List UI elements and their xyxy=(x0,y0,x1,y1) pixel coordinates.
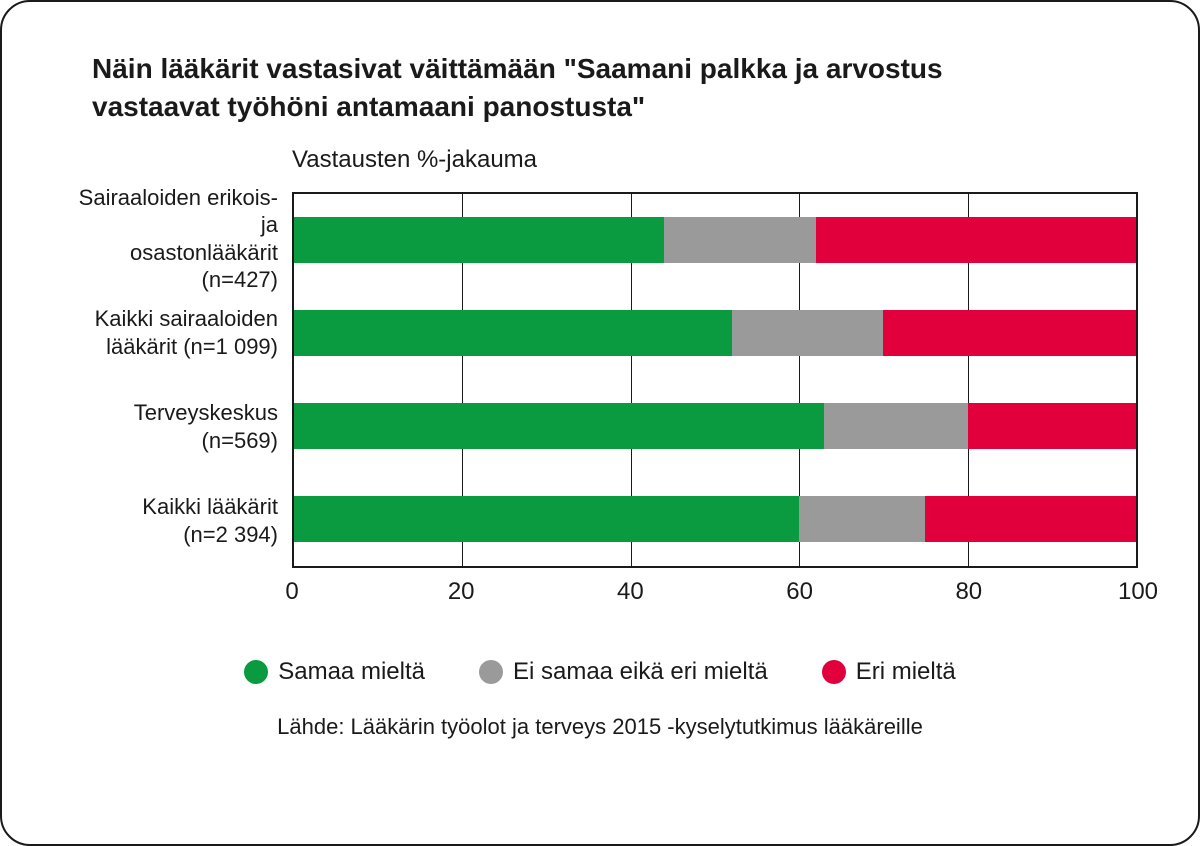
legend-label: Eri mieltä xyxy=(856,658,956,686)
source-citation: Lähde: Lääkärin työolot ja terveys 2015 … xyxy=(62,714,1138,740)
stacked-bar xyxy=(294,403,1136,449)
y-axis-labels: Sairaaloiden erikois- ja osastonlääkärit… xyxy=(62,192,292,568)
bar-segment-disagree xyxy=(816,217,1136,263)
bar-segment-disagree xyxy=(883,310,1136,356)
category-label: Sairaaloiden erikois- ja osastonlääkärit… xyxy=(62,192,292,286)
plot xyxy=(292,192,1138,568)
legend: Samaa mieltä Ei samaa eikä eri mieltä Er… xyxy=(62,658,1138,686)
bar-segment-agree xyxy=(294,496,799,542)
category-label-line: (n=569) xyxy=(202,427,278,455)
category-label: Kaikki lääkärit (n=2 394) xyxy=(62,474,292,568)
x-tick-label: 60 xyxy=(786,578,813,606)
bar-segment-disagree xyxy=(968,403,1136,449)
x-tick-label: 0 xyxy=(285,578,298,606)
legend-swatch-icon xyxy=(479,660,503,684)
bar-segment-agree xyxy=(294,217,664,263)
category-label: Terveyskeskus (n=569) xyxy=(62,380,292,474)
bar-segment-neutral xyxy=(732,310,884,356)
bar-segment-agree xyxy=(294,403,824,449)
category-label-line: Sairaaloiden erikois- ja xyxy=(62,184,278,239)
legend-item-disagree: Eri mieltä xyxy=(822,658,956,686)
x-axis: 0 20 40 60 80 100 xyxy=(292,578,1138,618)
category-label-line: lääkärit (n=1 099) xyxy=(106,333,278,361)
stacked-bar xyxy=(294,310,1136,356)
chart-frame: Näin lääkärit vastasivat väittämään "Saa… xyxy=(0,0,1200,846)
chart-subtitle: Vastausten %-jakauma xyxy=(292,146,1138,174)
bar-row xyxy=(294,380,1136,473)
category-label: Kaikki sairaaloiden lääkärit (n=1 099) xyxy=(62,286,292,380)
plot-area: Sairaaloiden erikois- ja osastonlääkärit… xyxy=(62,192,1138,568)
bar-row xyxy=(294,473,1136,566)
legend-label: Samaa mieltä xyxy=(278,658,425,686)
category-label-line: (n=2 394) xyxy=(183,521,278,549)
legend-label: Ei samaa eikä eri mieltä xyxy=(513,658,768,686)
x-tick-label: 100 xyxy=(1118,578,1158,606)
x-tick-label: 80 xyxy=(955,578,982,606)
legend-item-neutral: Ei samaa eikä eri mieltä xyxy=(479,658,768,686)
bar-row xyxy=(294,194,1136,287)
bar-row xyxy=(294,287,1136,380)
legend-swatch-icon xyxy=(822,660,846,684)
bar-segment-neutral xyxy=(799,496,925,542)
stacked-bar xyxy=(294,217,1136,263)
legend-item-agree: Samaa mieltä xyxy=(244,658,425,686)
stacked-bar xyxy=(294,496,1136,542)
category-label-line: Kaikki sairaaloiden xyxy=(95,305,278,333)
bar-segment-neutral xyxy=(664,217,816,263)
legend-swatch-icon xyxy=(244,660,268,684)
chart-title: Näin lääkärit vastasivat väittämään "Saa… xyxy=(92,50,1012,126)
bar-segment-agree xyxy=(294,310,732,356)
bar-segment-disagree xyxy=(925,496,1136,542)
bar-segment-neutral xyxy=(824,403,967,449)
x-tick-label: 40 xyxy=(617,578,644,606)
category-label-line: Kaikki lääkärit xyxy=(142,493,278,521)
category-label-line: Terveyskeskus xyxy=(134,399,278,427)
x-tick-label: 20 xyxy=(448,578,475,606)
